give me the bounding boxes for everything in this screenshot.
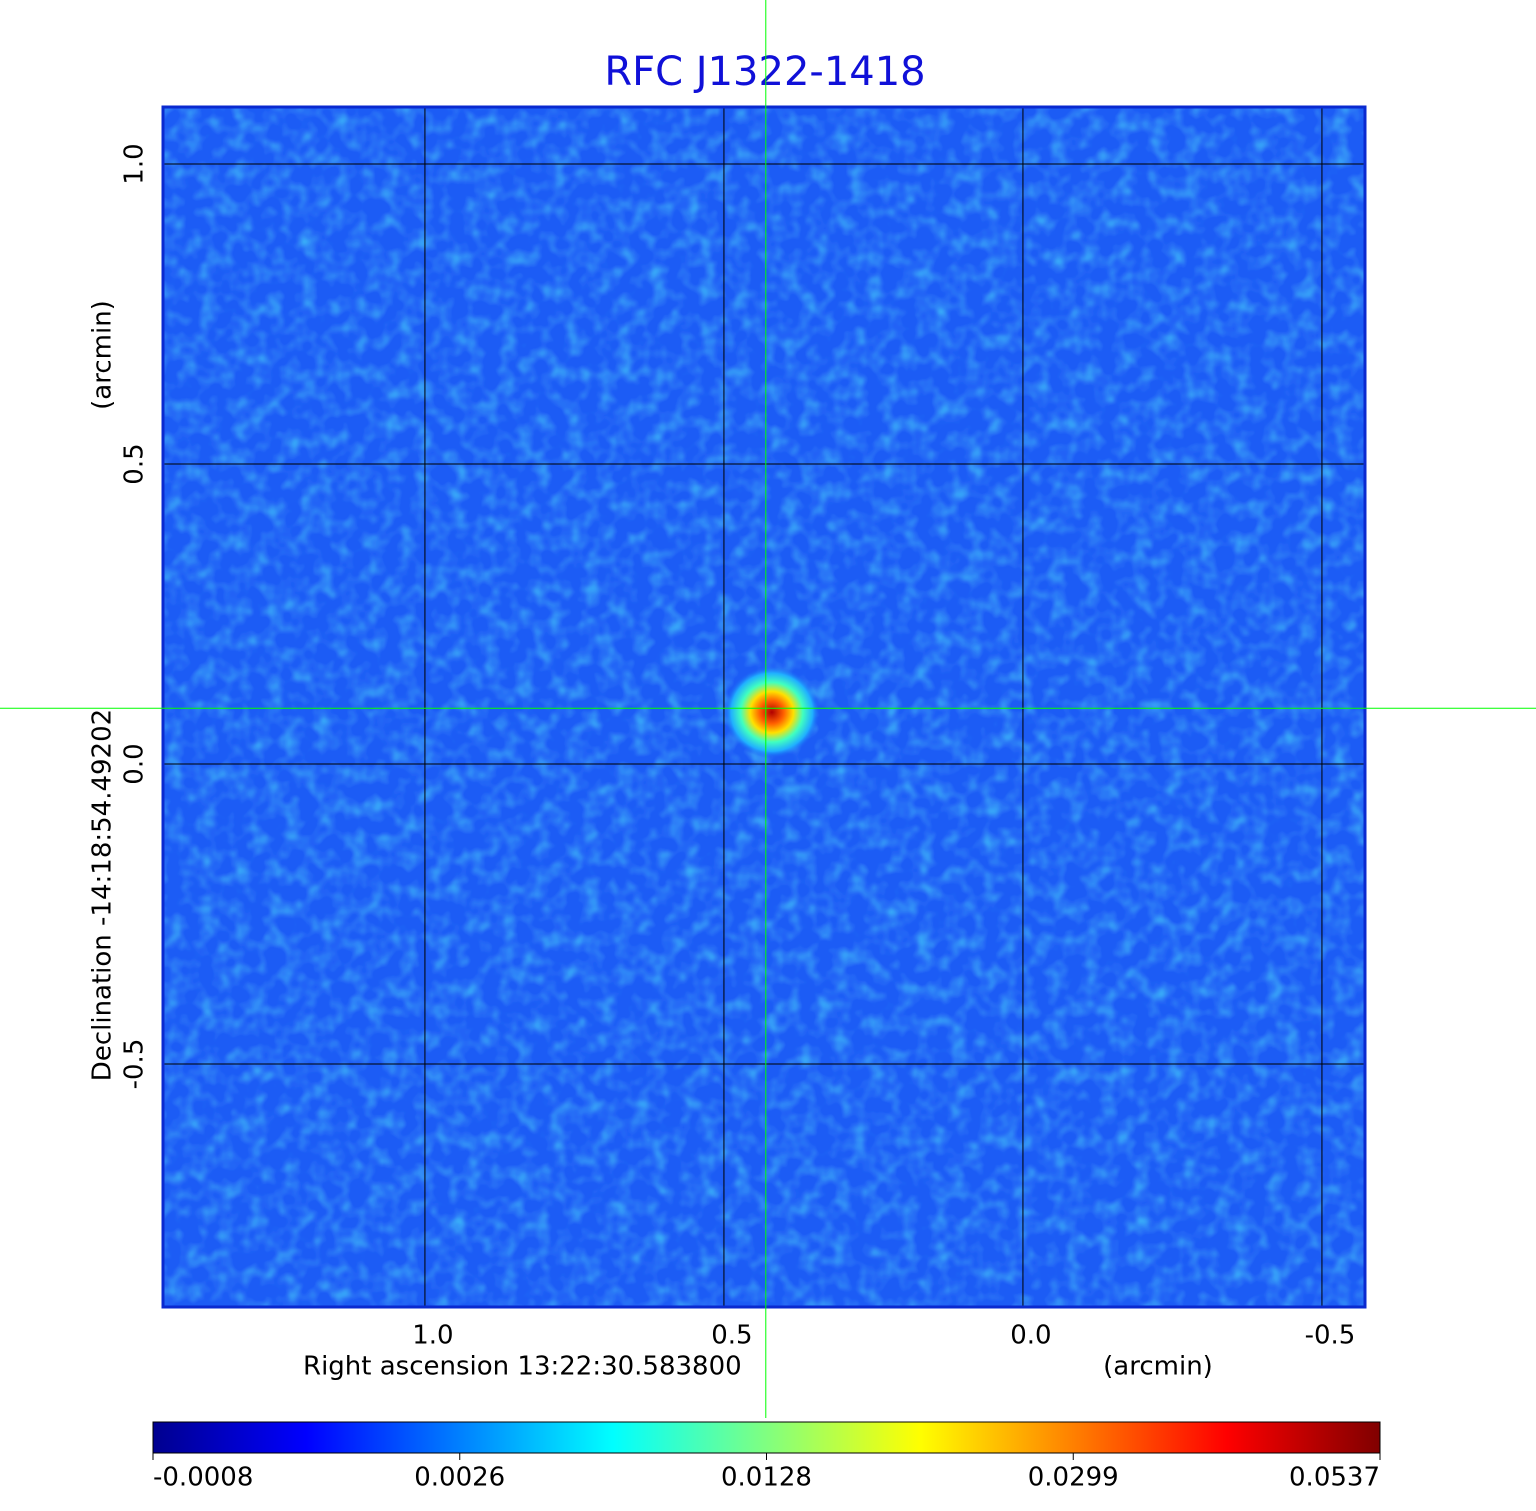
colorbar <box>152 1421 1381 1454</box>
colorbar-tick-label: -0.0008 <box>153 1463 253 1493</box>
plot-frame <box>161 105 1367 1309</box>
source-emission <box>723 666 820 759</box>
y-axis-label: Declination -14:18:54.49202 <box>88 709 118 1081</box>
x-axis-unit: (arcmin) <box>1103 1352 1213 1382</box>
chart-title: RFC J1322-1418 <box>604 49 925 95</box>
x-tick-label: -0.5 <box>1305 1321 1356 1351</box>
colorbar-tick-label: 0.0026 <box>414 1463 505 1493</box>
x-axis-label: Right ascension 13:22:30.583800 <box>303 1352 742 1382</box>
x-tick-label: 0.5 <box>711 1321 752 1351</box>
colorbar-tick-label: 0.0537 <box>1289 1463 1380 1493</box>
x-tick-label: 1.0 <box>412 1321 453 1351</box>
colorbar-tick-label: 0.0128 <box>721 1463 812 1493</box>
y-tick-label: 1.0 <box>120 143 150 184</box>
y-axis-unit: (arcmin) <box>88 300 118 410</box>
y-tick-label: 0.0 <box>120 743 150 784</box>
y-tick-label: 0.5 <box>120 443 150 484</box>
colorbar-tick-label: 0.0299 <box>1028 1463 1119 1493</box>
x-tick-label: 0.0 <box>1010 1321 1051 1351</box>
y-tick-label: -0.5 <box>120 1039 150 1090</box>
